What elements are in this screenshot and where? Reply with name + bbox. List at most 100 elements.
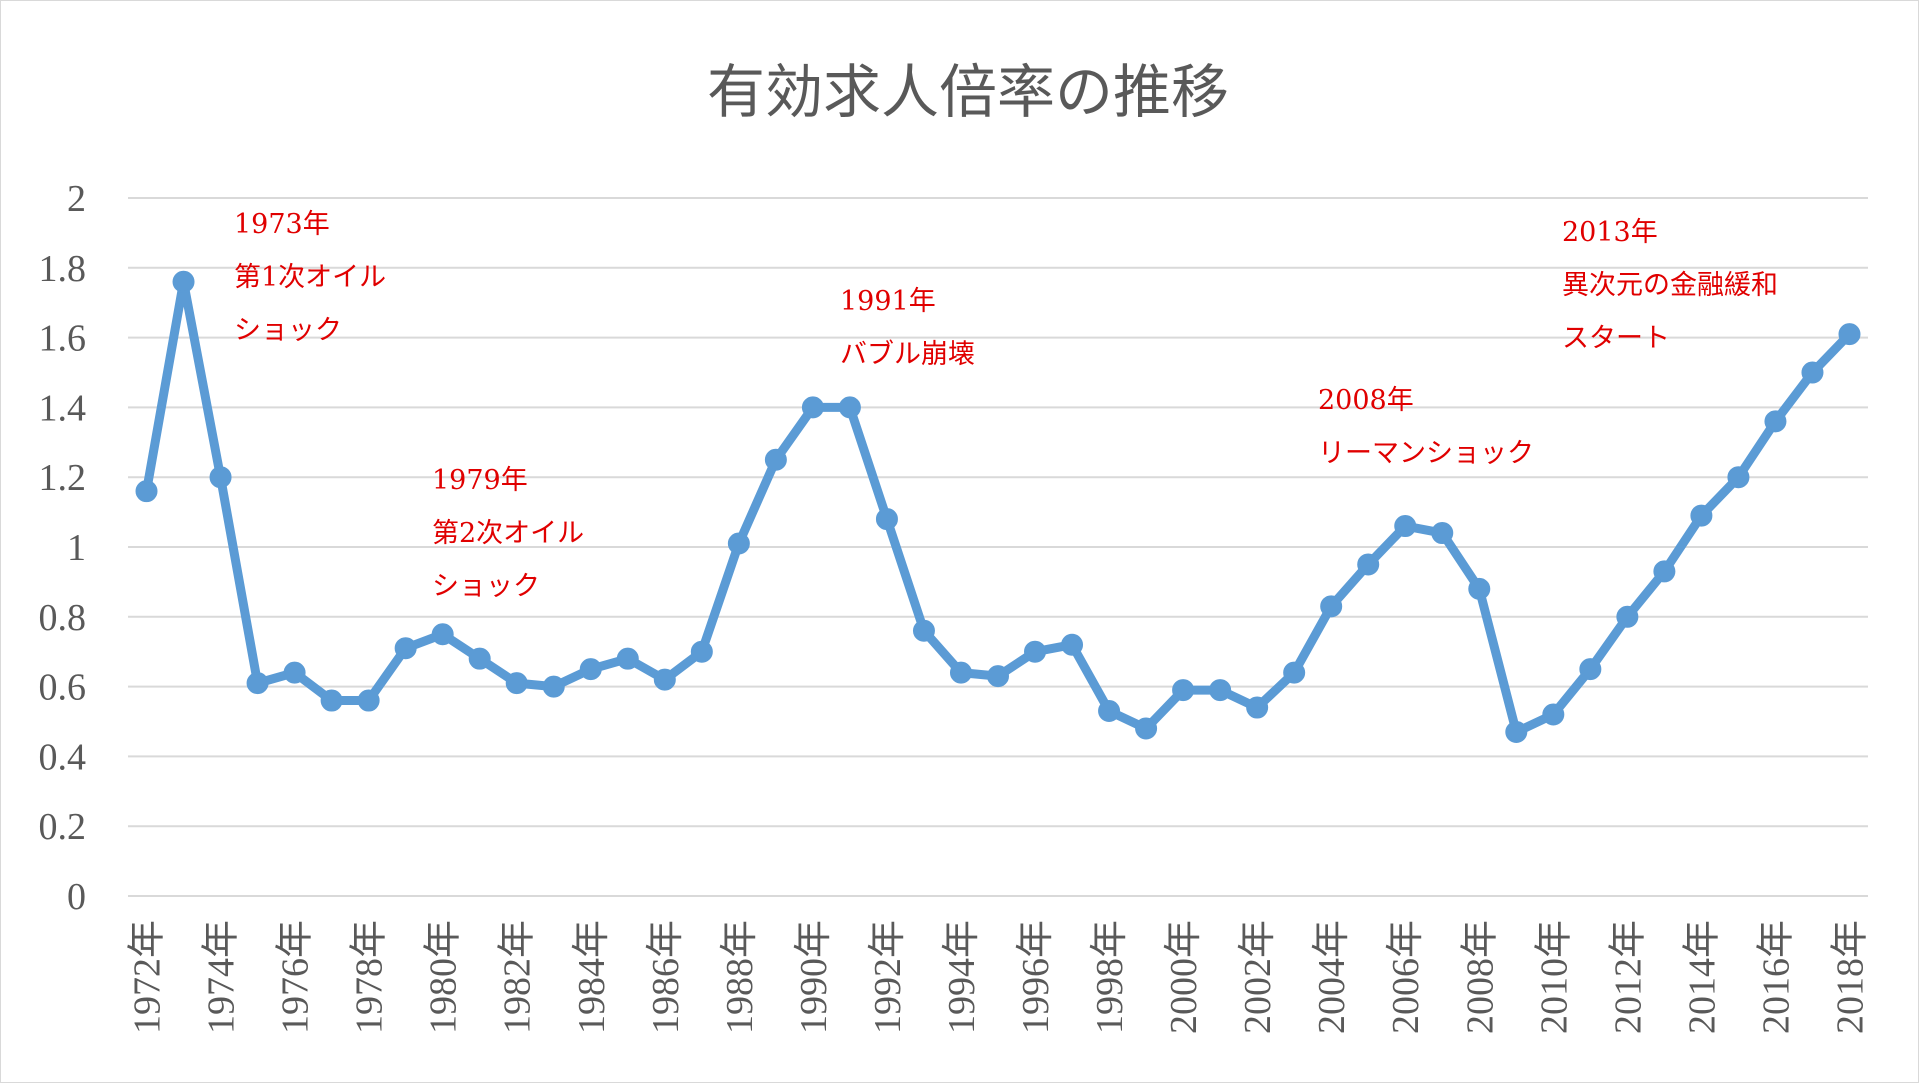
x-tick-label: 1972年 — [127, 920, 169, 1034]
y-tick-label: 1.4 — [39, 387, 87, 429]
y-tick-label: 0.2 — [39, 806, 87, 848]
x-tick-label: 1990年 — [793, 920, 835, 1034]
data-point — [1283, 661, 1306, 684]
x-tick-label: 2008年 — [1459, 920, 1501, 1034]
data-point — [1320, 595, 1343, 618]
data-point — [616, 647, 639, 670]
data-point — [1505, 720, 1528, 743]
y-tick-label: 0 — [67, 876, 86, 918]
annotation-text: ショック — [432, 571, 540, 602]
x-tick-label: 1992年 — [867, 920, 909, 1034]
data-point — [1246, 696, 1269, 719]
annotation-text: ショック — [234, 315, 342, 346]
data-point — [1431, 522, 1454, 545]
data-point — [1172, 679, 1195, 702]
x-tick-label: 1978年 — [349, 920, 391, 1034]
x-tick-label: 2010年 — [1533, 920, 1575, 1034]
data-point — [505, 672, 528, 695]
grid-lines — [128, 197, 1868, 897]
x-tick-label: 1974年 — [201, 920, 243, 1034]
y-tick-label: 1.2 — [39, 457, 87, 499]
x-tick-label: 1988年 — [719, 920, 761, 1034]
data-point — [135, 480, 158, 503]
data-point — [246, 672, 269, 695]
data-point — [875, 508, 898, 531]
annotation-text: 第2次オイル — [432, 518, 584, 549]
x-tick-label: 2002年 — [1237, 920, 1279, 1034]
data-point — [1098, 700, 1121, 723]
x-axis-ticks: 1972年 1974年 1976年 1978年 1980年 1982年 1984年 1986年… — [127, 920, 1872, 1034]
x-tick-label: 2004年 — [1311, 920, 1353, 1034]
y-tick-label: 0.6 — [39, 667, 87, 709]
data-point — [1801, 361, 1824, 384]
annotation-text: 1973年 — [234, 209, 330, 240]
y-axis-ticks: 0 0.2 0.4 0.6 0.8 1 1.2 1.4 1.6 1.8 2 — [39, 178, 87, 918]
data-point — [431, 623, 454, 646]
data-point — [987, 665, 1009, 688]
x-tick-label: 1984年 — [571, 920, 613, 1034]
data-point — [912, 619, 935, 642]
annotation-text: バブル崩壊 — [840, 339, 975, 370]
x-tick-label: 1994年 — [941, 920, 983, 1034]
data-point — [1579, 658, 1602, 681]
data-point — [209, 466, 232, 489]
annotation-text: 1979年 — [432, 465, 528, 496]
x-tick-label: 2006年 — [1385, 920, 1427, 1034]
annotation-text: リーマンショック — [1318, 438, 1534, 469]
data-point — [1468, 577, 1491, 600]
annotation-text: 1991年 — [840, 286, 936, 317]
data-point — [1209, 679, 1232, 702]
data-point — [357, 689, 380, 712]
data-point — [320, 689, 343, 712]
data-point — [1653, 560, 1676, 583]
x-tick-label: 1982年 — [497, 920, 539, 1034]
y-tick-label: 1 — [67, 527, 86, 569]
x-tick-label: 2012年 — [1607, 920, 1649, 1034]
y-tick-label: 0.8 — [39, 597, 87, 639]
y-tick-label: 1.6 — [39, 318, 87, 360]
data-point — [1764, 410, 1787, 433]
data-point — [283, 661, 306, 684]
y-tick-label: 0.4 — [39, 736, 87, 778]
annotation-text: 2008年 — [1318, 385, 1414, 416]
x-tick-label: 2014年 — [1681, 920, 1723, 1034]
data-point — [653, 668, 676, 691]
y-tick-label: 2 — [67, 178, 86, 220]
data-point — [727, 532, 750, 555]
data-point — [542, 675, 565, 698]
x-tick-label: 2000年 — [1163, 920, 1205, 1034]
data-point — [1727, 466, 1750, 489]
annotation-text: 2013年 — [1562, 217, 1658, 248]
data-point — [1357, 553, 1380, 576]
data-point — [579, 658, 602, 681]
x-tick-label: 1986年 — [645, 920, 687, 1034]
data-point — [172, 270, 195, 293]
data-point — [801, 396, 824, 419]
x-tick-label: 1996年 — [1015, 920, 1057, 1034]
annotations: 1973年第1次オイルショック1979年第2次オイルショック1991年バブル崩壊… — [234, 209, 1778, 602]
data-point — [1690, 504, 1713, 527]
x-tick-label: 1980年 — [423, 920, 465, 1034]
data-point — [1061, 633, 1084, 656]
data-point — [1135, 717, 1158, 740]
annotation-text: 第1次オイル — [234, 262, 386, 293]
x-tick-label: 1976年 — [275, 920, 317, 1034]
data-point — [764, 448, 787, 471]
series-layer — [135, 270, 1861, 743]
data-point — [838, 396, 861, 419]
data-point — [468, 647, 491, 670]
data-point — [1542, 703, 1565, 726]
x-tick-label: 2016年 — [1755, 920, 1797, 1034]
data-point — [690, 640, 713, 663]
chart-title: 有効求人倍率の推移 — [707, 58, 1229, 126]
x-tick-label: 2018年 — [1829, 920, 1871, 1034]
data-point — [949, 661, 972, 684]
data-point — [394, 637, 417, 660]
data-point — [1838, 323, 1861, 346]
data-point — [1024, 640, 1047, 663]
annotation-text: スタート — [1562, 323, 1670, 354]
data-point — [1394, 515, 1417, 538]
data-point — [1616, 605, 1639, 628]
